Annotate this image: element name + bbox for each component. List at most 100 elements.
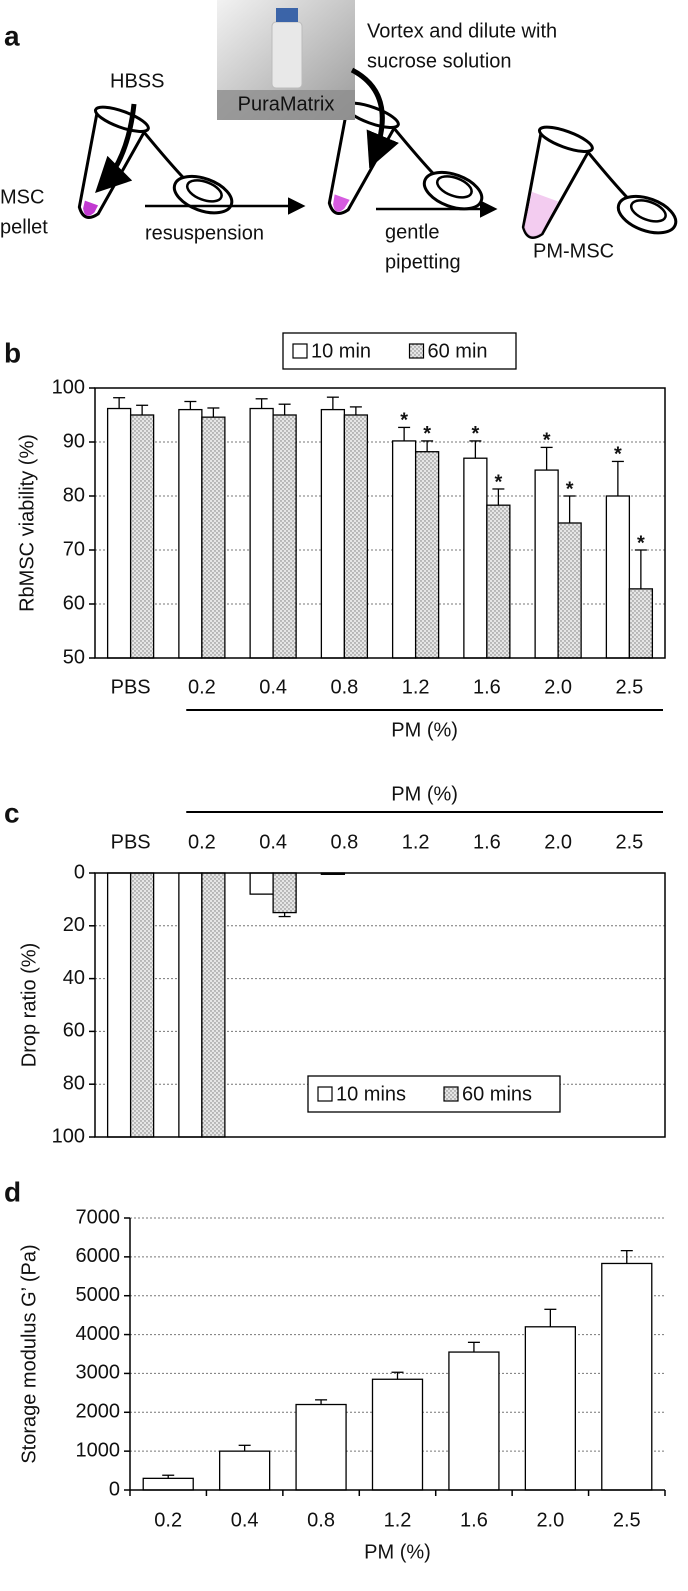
y-tick-label: 5000	[76, 1284, 121, 1306]
bar	[106, 872, 132, 1138]
tube	[502, 120, 688, 284]
x-tick-label: PBS	[111, 676, 151, 698]
bar	[272, 414, 297, 659]
x-axis-label: PM (%)	[391, 783, 458, 805]
x-tick-label: 0.2	[188, 831, 216, 853]
bar	[534, 469, 559, 659]
x-tick-label: 0.8	[330, 831, 358, 853]
x-tick-label: 2.5	[615, 676, 643, 698]
bar	[371, 1378, 424, 1491]
legend-label: 60 mins	[462, 1083, 532, 1105]
bar	[129, 872, 155, 1138]
x-tick-label: 1.2	[384, 1509, 412, 1531]
y-tick-label: 80	[63, 1072, 85, 1094]
legend-box	[282, 332, 517, 370]
step-label: sucrose solution	[367, 50, 512, 72]
bar	[414, 451, 440, 659]
y-tick-label: 60	[63, 1020, 85, 1042]
legend-label: 10 min	[311, 340, 371, 362]
significance-mark: *	[494, 471, 502, 493]
legend-swatch	[292, 343, 308, 359]
significance-mark: *	[471, 423, 479, 445]
legend-label: 60 min	[428, 340, 488, 362]
bar	[486, 504, 511, 659]
y-tick-label: 100	[52, 1125, 85, 1147]
y-tick-label: 40	[63, 967, 85, 989]
panel-label: d	[4, 1176, 21, 1207]
y-tick-label: 0	[74, 861, 85, 883]
x-tick-label: 2.5	[615, 831, 643, 853]
reagent-label: PuraMatrix	[238, 93, 335, 115]
x-tick-label: 0.8	[307, 1509, 335, 1531]
y-tick-label: 90	[63, 430, 85, 452]
y-tick-label: 100	[52, 376, 85, 398]
tube	[58, 100, 251, 264]
arrow	[95, 103, 137, 193]
bar	[295, 1403, 347, 1491]
vial	[271, 21, 303, 89]
significance-mark: *	[637, 532, 645, 554]
bar	[178, 408, 203, 659]
y-tick-label: 1000	[76, 1439, 121, 1461]
y-tick-label: 70	[63, 538, 85, 560]
significance-mark: *	[566, 478, 574, 500]
x-tick-label: 1.2	[402, 831, 430, 853]
bar	[448, 1351, 500, 1491]
bar	[106, 407, 132, 659]
plot-frame	[94, 872, 666, 1138]
bar	[201, 872, 226, 1138]
bar	[605, 495, 631, 659]
x-axis-label: PM (%)	[364, 1541, 431, 1563]
bar	[463, 457, 488, 659]
y-tick-label: 20	[63, 914, 85, 936]
y-tick-label: 2000	[76, 1401, 121, 1423]
significance-mark: *	[543, 430, 551, 452]
x-tick-label: 0.2	[154, 1509, 182, 1531]
bar	[557, 522, 582, 659]
y-tick-label: 4000	[76, 1323, 121, 1345]
y-tick-label: 50	[63, 646, 85, 668]
y-tick-label: 6000	[76, 1245, 121, 1267]
y-axis-label: Storage modulus G’ (Pa)	[18, 1244, 40, 1463]
bar	[249, 407, 274, 659]
x-tick-label: PBS	[111, 831, 151, 853]
x-tick-label: 2.0	[544, 676, 572, 698]
x-tick-label: 0.4	[259, 831, 287, 853]
x-axis-label: PM (%)	[391, 719, 458, 741]
legend-label: 10 mins	[336, 1083, 406, 1105]
legend-swatch	[408, 343, 425, 359]
tube	[308, 96, 501, 260]
y-tick-label: 60	[63, 592, 85, 614]
y-tick-label: 3000	[76, 1362, 121, 1384]
bar	[178, 872, 203, 1138]
step-label: gentle	[385, 221, 440, 243]
x-tick-label: 1.6	[460, 1509, 488, 1531]
pellet-label: pellet	[0, 216, 48, 238]
bar	[129, 414, 155, 659]
panel-label: b	[4, 337, 21, 368]
legend-swatch	[317, 1086, 333, 1102]
bar	[320, 408, 346, 659]
bar	[142, 1477, 194, 1491]
pellet-label: MSC	[0, 186, 44, 208]
legend-swatch	[443, 1086, 459, 1102]
panel-label: c	[4, 797, 20, 828]
step-label: pipetting	[385, 251, 461, 273]
step-label: Vortex and dilute with	[367, 20, 557, 42]
x-tick-label: 1.6	[473, 676, 501, 698]
x-tick-label: 0.2	[188, 676, 216, 698]
plot-frame	[94, 387, 666, 659]
x-tick-label: 2.0	[544, 831, 572, 853]
x-tick-label: 0.8	[330, 676, 358, 698]
y-tick-label: 7000	[76, 1206, 121, 1228]
y-tick-label: 0	[109, 1478, 120, 1500]
x-tick-label: 0.4	[231, 1509, 259, 1531]
bar	[601, 1262, 653, 1491]
x-tick-label: 1.2	[402, 676, 430, 698]
bar	[391, 440, 417, 659]
vial-cap	[276, 8, 298, 22]
y-axis-label: Drop ratio (%)	[18, 943, 40, 1067]
bar	[343, 414, 369, 659]
x-tick-label: 0.4	[259, 676, 287, 698]
bar	[628, 588, 654, 659]
